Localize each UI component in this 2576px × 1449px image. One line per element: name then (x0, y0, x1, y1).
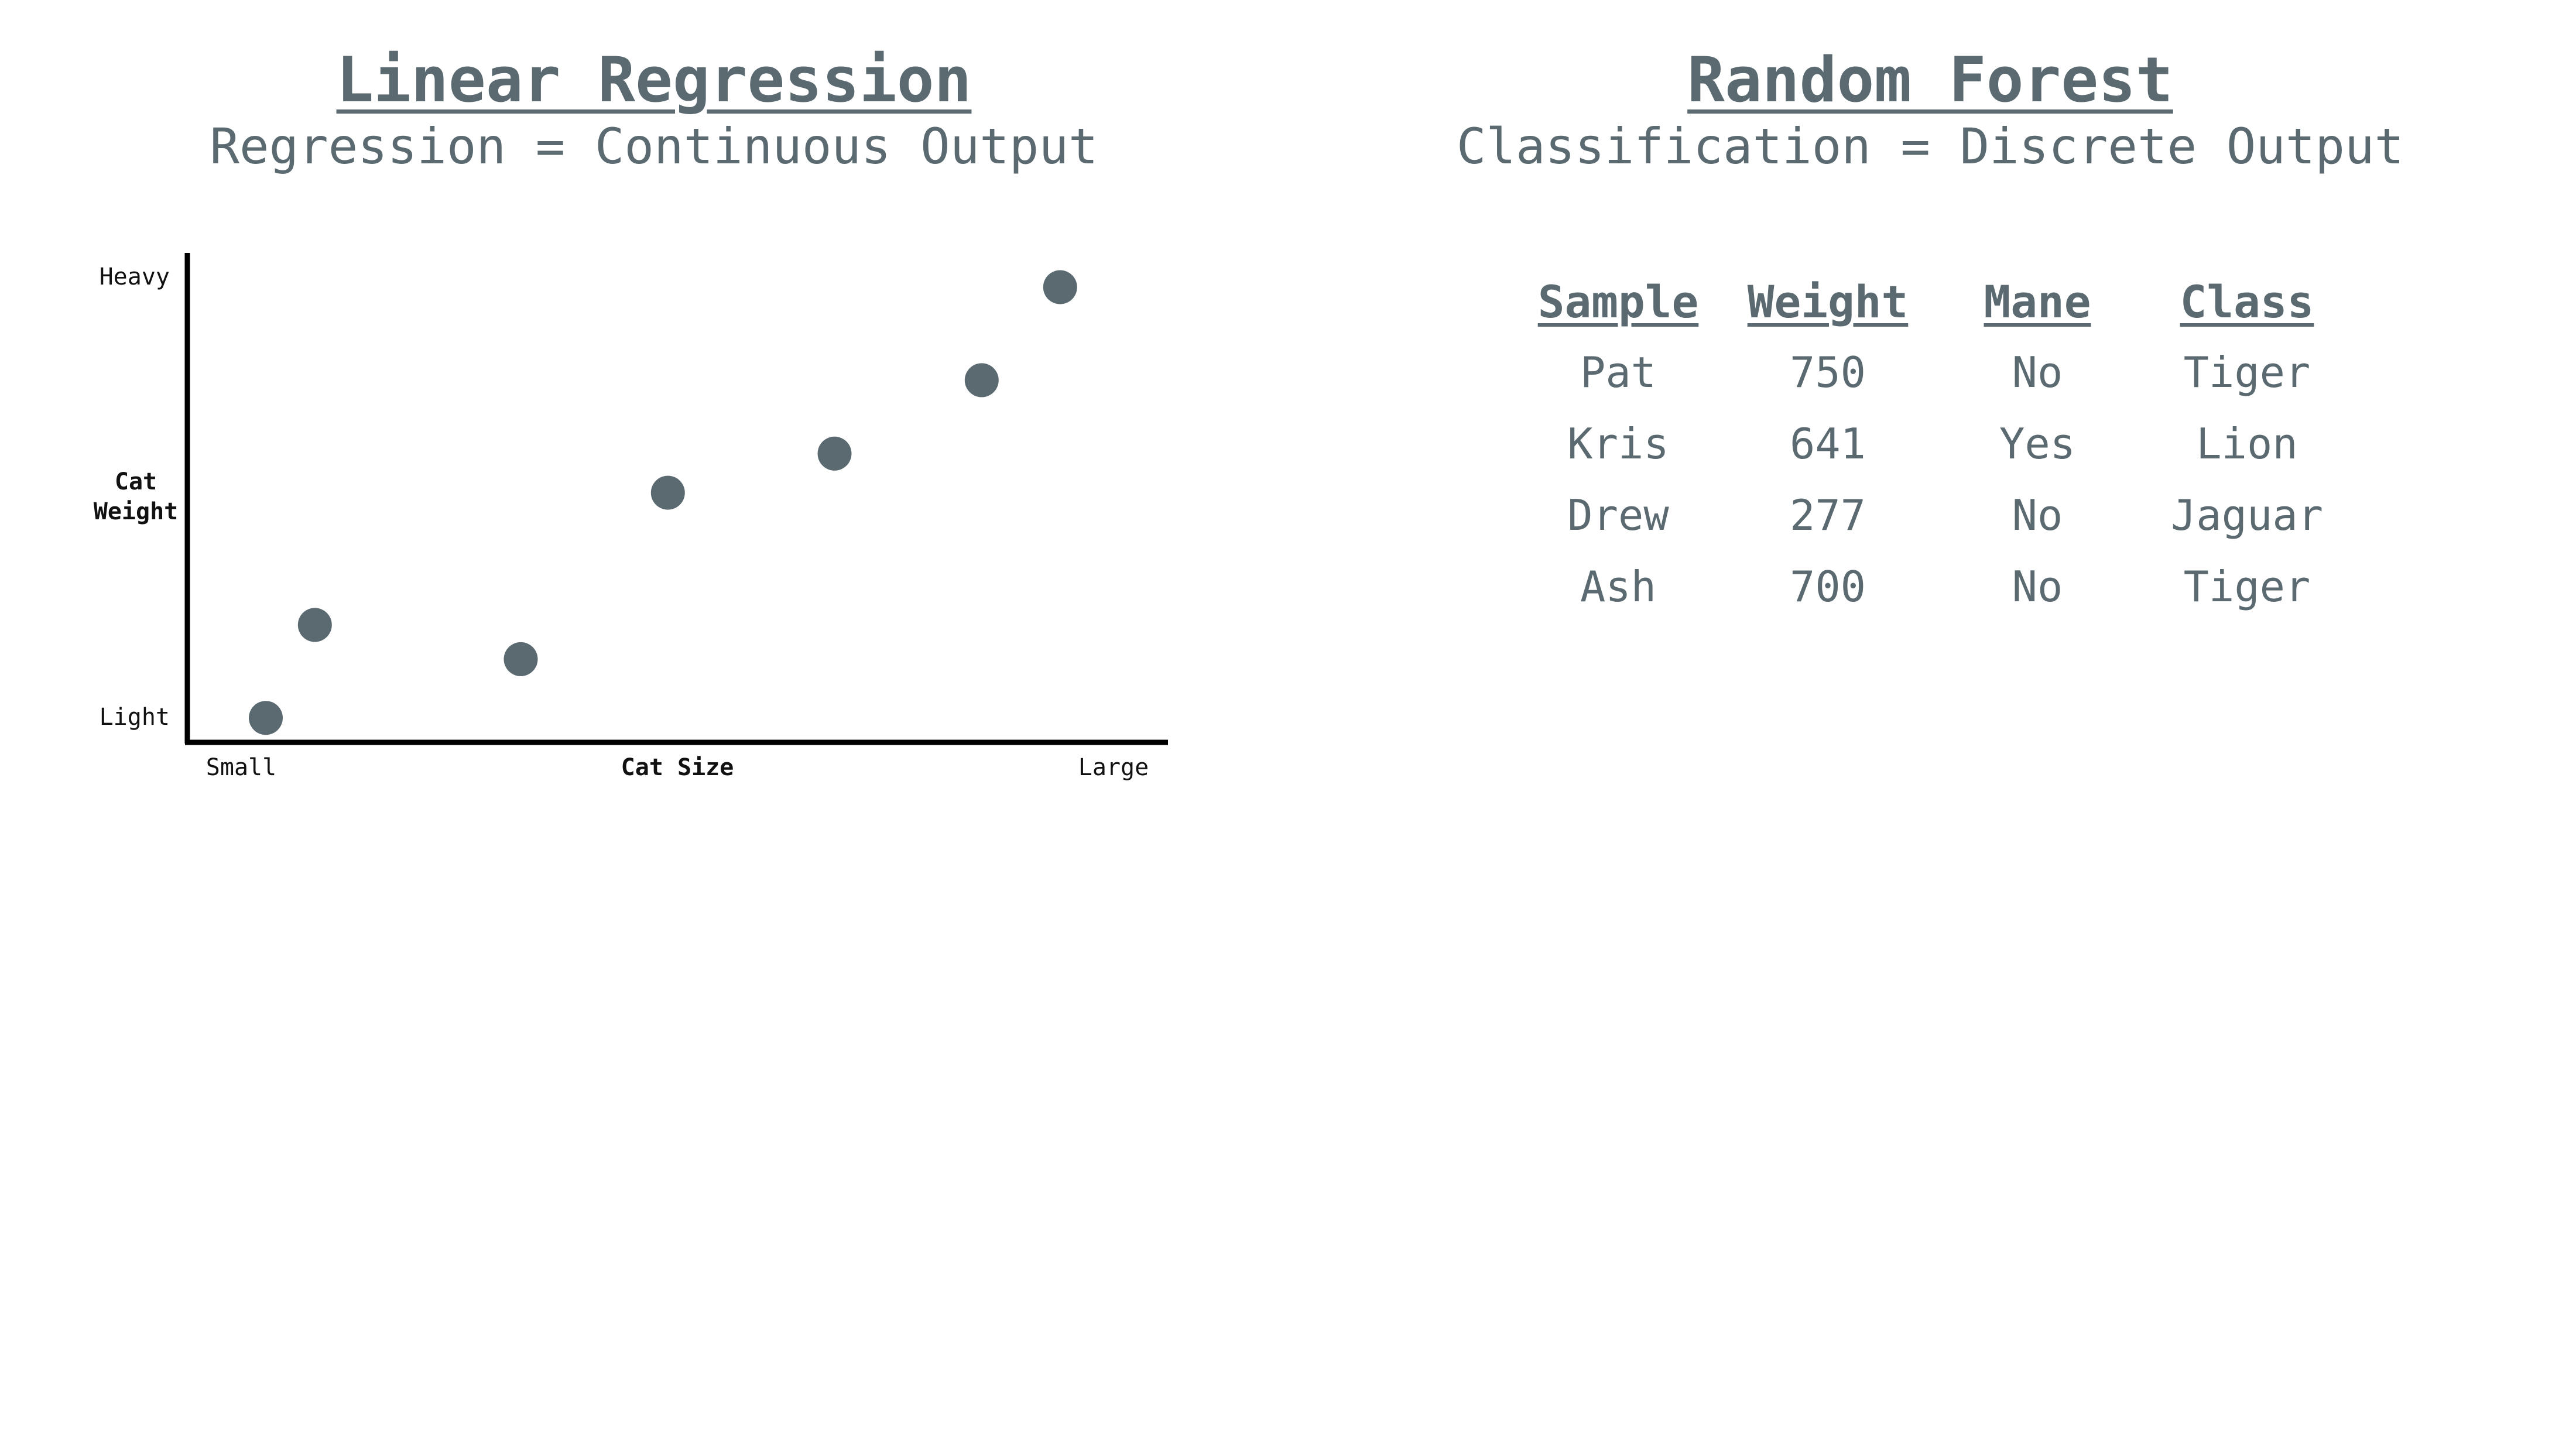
data-point-3 (503, 642, 538, 676)
cell-weight: 750 (1789, 348, 1866, 397)
cell-mane: No (2012, 348, 2063, 397)
y-tick-label-heavy: Heavy (100, 263, 170, 290)
data-point-1 (249, 701, 283, 735)
data-point-5 (817, 436, 852, 471)
table-row: Kris 641 Yes Lion (1513, 408, 2352, 479)
column-header-sample: Sample (1537, 275, 1699, 328)
cell-weight: 700 (1789, 562, 1866, 611)
cell-class: Tiger (2183, 562, 2311, 611)
linear-regression-subtitle: Regression = Continuous Output (210, 118, 1098, 175)
scatter-plot: Heavy Light Cat Weight Small Cat Size La… (94, 253, 1168, 781)
random-forest-title: Random Forest (1687, 44, 2173, 116)
table-row: Ash 700 No Tiger (1513, 551, 2352, 622)
data-point-6 (964, 363, 999, 398)
cell-class: Jaguar (2170, 491, 2324, 540)
data-point-7 (1043, 270, 1077, 304)
cell-class: Tiger (2183, 348, 2311, 397)
column-header-class: Class (2180, 275, 2314, 328)
cell-mane: Yes (1999, 419, 2076, 468)
table-row: Drew 277 No Jaguar (1513, 479, 2352, 551)
x-tick-label-large: Large (1078, 754, 1149, 781)
samples-table: Sample Weight Mane Class Pat 750 No Tige… (1513, 266, 2352, 622)
data-point-2 (297, 608, 332, 642)
cell-sample: Kris (1567, 419, 1669, 468)
cell-sample: Pat (1580, 348, 1657, 397)
data-point-4 (650, 475, 685, 510)
cell-sample: Ash (1580, 562, 1657, 611)
y-tick-label-light: Light (100, 704, 170, 731)
table-header-row: Sample Weight Mane Class (1513, 266, 2352, 337)
cell-weight: 641 (1789, 419, 1866, 468)
table-row: Pat 750 No Tiger (1513, 337, 2352, 408)
cell-class: Lion (2196, 419, 2298, 468)
y-axis-label-line-1: Cat (115, 468, 157, 495)
x-axis-label: Cat Size (621, 754, 734, 781)
cell-weight: 277 (1789, 491, 1866, 540)
column-header-mane: Mane (1984, 275, 2091, 328)
cell-mane: No (2012, 562, 2063, 611)
random-forest-subtitle: Classification = Discrete Output (1456, 118, 2404, 175)
cell-mane: No (2012, 491, 2063, 540)
data-points (249, 270, 1077, 735)
x-tick-label-small: Small (206, 754, 276, 781)
y-axis-label-line-2: Weight (94, 498, 179, 525)
column-header-weight: Weight (1747, 275, 1909, 328)
cell-sample: Drew (1567, 491, 1669, 540)
linear-regression-title: Linear Regression (336, 44, 972, 116)
